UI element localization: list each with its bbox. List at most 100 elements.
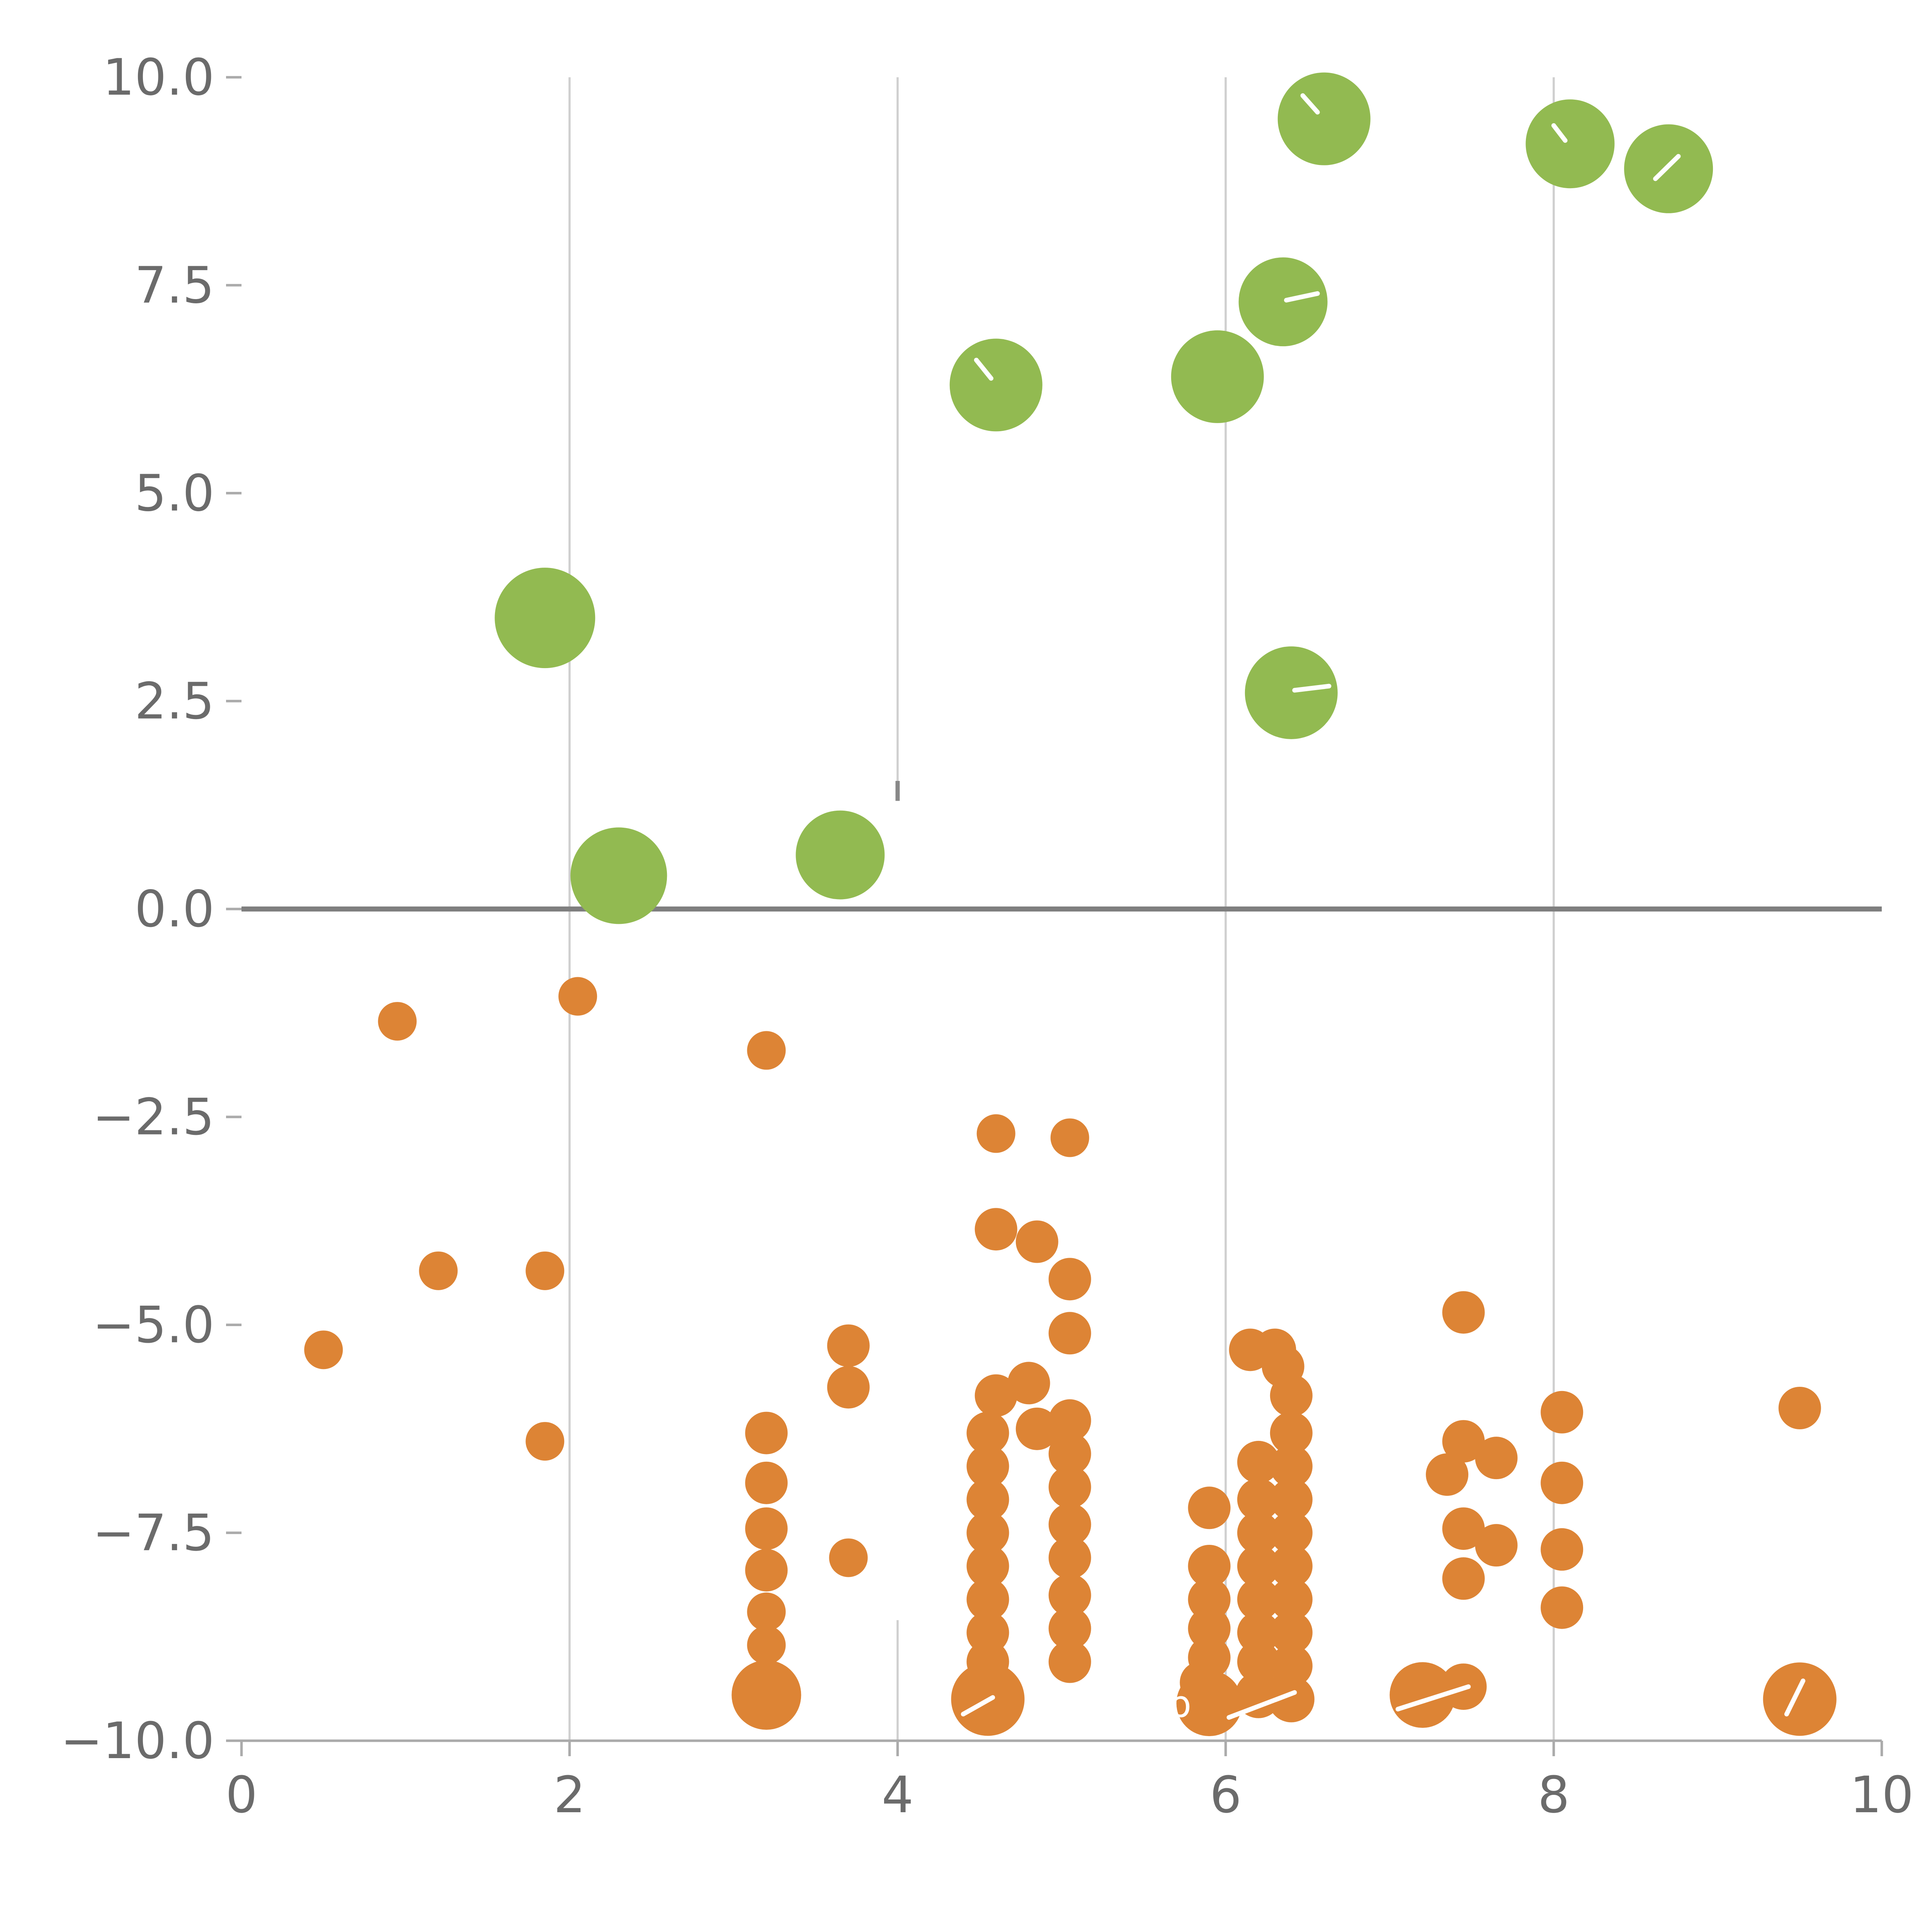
y-tick-label: 2.5 (134, 672, 214, 730)
point-negative-cluster-orange (1442, 1291, 1485, 1334)
point-negative-cluster-orange (1270, 1445, 1313, 1488)
point-negative-cluster-orange (1541, 1586, 1583, 1629)
point-negative-cluster-orange (1475, 1437, 1518, 1480)
point-positive-cluster-green (1277, 72, 1371, 165)
white-mark (1784, 1679, 1806, 1717)
point-negative-cluster-orange (731, 1660, 801, 1730)
point-negative-cluster-orange (1237, 1511, 1280, 1554)
white-mark (1300, 93, 1320, 115)
point-negative-cluster-orange (1048, 1399, 1091, 1442)
point-negative-cluster-orange (747, 1031, 786, 1070)
point-negative-cluster-orange (966, 1445, 1009, 1488)
point-negative-cluster-orange (745, 1412, 788, 1454)
point-negative-cluster-orange (1270, 1478, 1313, 1521)
point-negative-cluster-orange (1426, 1453, 1469, 1496)
point-negative-cluster-orange (526, 1422, 565, 1461)
y-tick-label: 0.0 (134, 880, 214, 939)
point-negative-cluster-orange (1270, 1374, 1313, 1417)
point-negative-cluster-orange (1188, 1607, 1231, 1650)
point-negative-cluster-orange (1541, 1528, 1583, 1571)
point-negative-cluster-orange (1778, 1387, 1821, 1429)
point-negative-cluster-orange (966, 1511, 1009, 1554)
point-positive-cluster-green (1526, 99, 1615, 189)
point-negative-cluster-orange (1442, 1557, 1485, 1600)
axes (226, 76, 1883, 1756)
point-negative-cluster-orange (419, 1251, 458, 1290)
white-mark (1653, 154, 1681, 181)
point-negative-cluster-orange (1237, 1611, 1280, 1654)
point-negative-cluster-orange (1541, 1461, 1583, 1504)
point-negative-cluster-orange (1763, 1662, 1837, 1736)
point-negative-cluster-orange (1442, 1507, 1485, 1550)
point-negative-cluster-orange (1048, 1432, 1091, 1475)
point-negative-cluster-orange (1475, 1524, 1518, 1567)
point-negative-cluster-orange (1048, 1258, 1091, 1301)
y-tick-label: 5.0 (134, 464, 214, 522)
point-negative-cluster-orange (827, 1366, 870, 1409)
point-negative-cluster-orange (378, 1002, 417, 1041)
point-negative-cluster-orange (975, 1208, 1017, 1251)
point-positive-cluster-green (1238, 257, 1328, 347)
point-negative-cluster-orange (1048, 1312, 1091, 1355)
point-positive-cluster-green (796, 810, 885, 900)
y-tick-label: 7.5 (134, 256, 214, 315)
point-negative-cluster-orange (976, 1114, 1015, 1153)
point-negative-cluster-orange (745, 1549, 788, 1592)
point-negative-cluster-orange (1050, 1118, 1089, 1157)
point-negative-cluster-orange (1237, 1440, 1280, 1483)
point-negative-cluster-orange (745, 1461, 788, 1504)
point-negative-cluster-orange (966, 1611, 1009, 1654)
white-mark (1551, 123, 1568, 143)
point-positive-cluster-green (949, 338, 1043, 432)
point-negative-cluster-orange (1237, 1478, 1280, 1521)
point-negative-cluster-orange (966, 1578, 1009, 1621)
point-negative-cluster-orange (1176, 1670, 1242, 1736)
x-tick-label: 2 (554, 1765, 586, 1824)
point-negative-cluster-orange (1442, 1420, 1485, 1463)
y-tick-label: −2.5 (92, 1088, 214, 1146)
point-negative-cluster-orange (1048, 1503, 1091, 1546)
point-negative-cluster-orange (966, 1478, 1009, 1521)
x-tick-label: 4 (882, 1765, 914, 1824)
point-negative-cluster-orange (827, 1324, 870, 1367)
white-tick-marks: b (961, 93, 1806, 1726)
point-positive-cluster-green (570, 827, 667, 924)
point-negative-cluster-orange (1048, 1466, 1091, 1509)
white-mark (1284, 291, 1320, 303)
point-negative-cluster-orange (747, 1626, 786, 1665)
point-positive-cluster-green (495, 568, 595, 668)
point-negative-cluster-orange (1048, 1607, 1091, 1650)
point-negative-cluster-orange (1237, 1578, 1280, 1621)
point-negative-cluster-orange (1015, 1407, 1058, 1450)
white-mark (1292, 684, 1332, 693)
point-negative-cluster-orange (747, 1592, 786, 1631)
point-negative-cluster-orange (745, 1507, 788, 1550)
point-negative-cluster-orange (1048, 1536, 1091, 1579)
x-tick-label: 10 (1850, 1765, 1913, 1824)
point-positive-cluster-green (1171, 330, 1264, 423)
point-positive-cluster-green (1245, 646, 1338, 739)
point-negative-cluster-orange (1188, 1486, 1231, 1529)
point-negative-cluster-orange (558, 977, 597, 1016)
annotation-text: b (1168, 1683, 1191, 1726)
point-negative-cluster-orange (1270, 1611, 1313, 1654)
point-negative-cluster-orange (526, 1251, 565, 1290)
y-tick-label: −5.0 (92, 1296, 214, 1354)
point-negative-cluster-orange (1048, 1574, 1091, 1617)
point-negative-cluster-orange (966, 1544, 1009, 1587)
point-negative-cluster-orange (1015, 1220, 1058, 1263)
x-tick-label: 0 (226, 1765, 258, 1824)
y-tick-label: −10.0 (61, 1711, 214, 1770)
white-mark (1226, 1690, 1297, 1720)
white-mark (1395, 1684, 1471, 1712)
point-negative-cluster-orange (1389, 1662, 1456, 1728)
scatter-points (304, 72, 1837, 1736)
white-mark (974, 357, 993, 381)
point-negative-cluster-orange (1270, 1578, 1313, 1621)
point-negative-cluster-orange (1270, 1544, 1313, 1587)
point-negative-cluster-orange (1007, 1362, 1050, 1405)
y-tick-label: 10.0 (103, 48, 214, 107)
point-negative-cluster-orange (829, 1538, 868, 1577)
